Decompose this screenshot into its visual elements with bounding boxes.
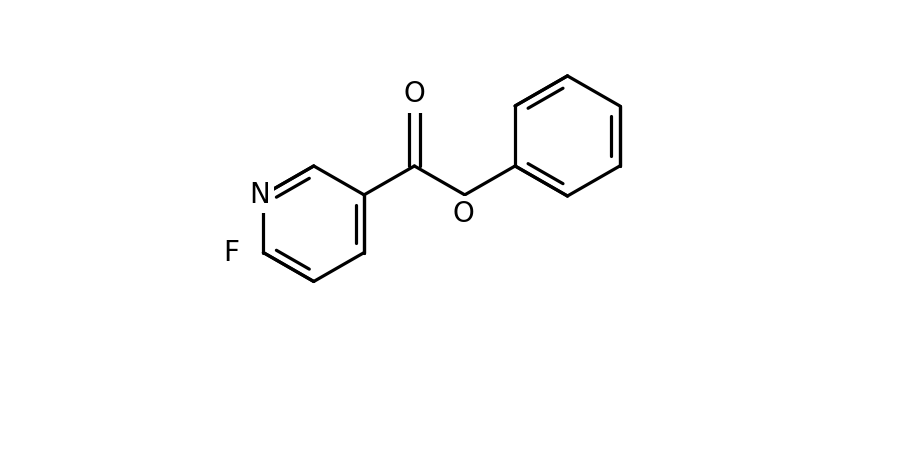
Text: O: O [453,200,474,228]
Text: N: N [249,181,270,209]
Text: O: O [403,80,426,109]
Text: F: F [223,239,239,267]
